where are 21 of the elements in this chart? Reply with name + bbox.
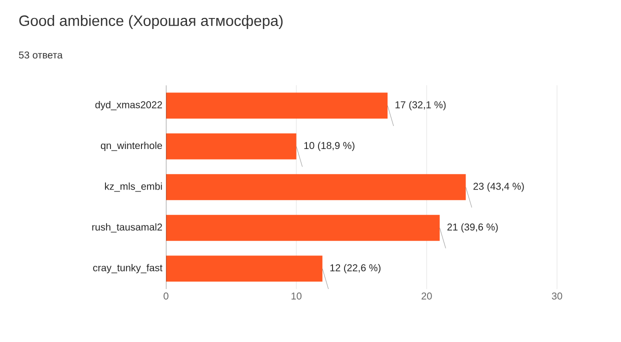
bar [166, 133, 296, 160]
y-tick-label: kz_mls_embi [105, 182, 162, 192]
bar [166, 92, 388, 119]
y-tick-label: cray_tunky_fast [93, 264, 162, 274]
x-tick-label: 30 [552, 292, 562, 300]
data-label: 17 (32,1 %) [396, 100, 446, 110]
x-tick-label: 20 [422, 292, 432, 300]
data-label: 10 (18,9 %) [304, 142, 354, 152]
y-tick-label: qn_winterhole [100, 142, 162, 152]
chart-title: Good ambience (Хорошая атмосфера) [19, 15, 283, 29]
bar [166, 174, 466, 200]
x-tick-label: 10 [292, 292, 302, 300]
x-tick-label: 0 [164, 292, 168, 300]
data-label: 21 (39,6 %) [447, 223, 498, 233]
data-label: 12 (22,6 %) [330, 264, 380, 274]
bar [166, 214, 440, 241]
text: 53 ответа [18, 51, 63, 59]
data-label: 23 (43,4 %) [473, 182, 524, 192]
y-tick-label: rush_tausamal2 [92, 223, 162, 232]
y-tick-label: dyd_xmas2022 [95, 100, 162, 110]
bar [166, 256, 322, 282]
